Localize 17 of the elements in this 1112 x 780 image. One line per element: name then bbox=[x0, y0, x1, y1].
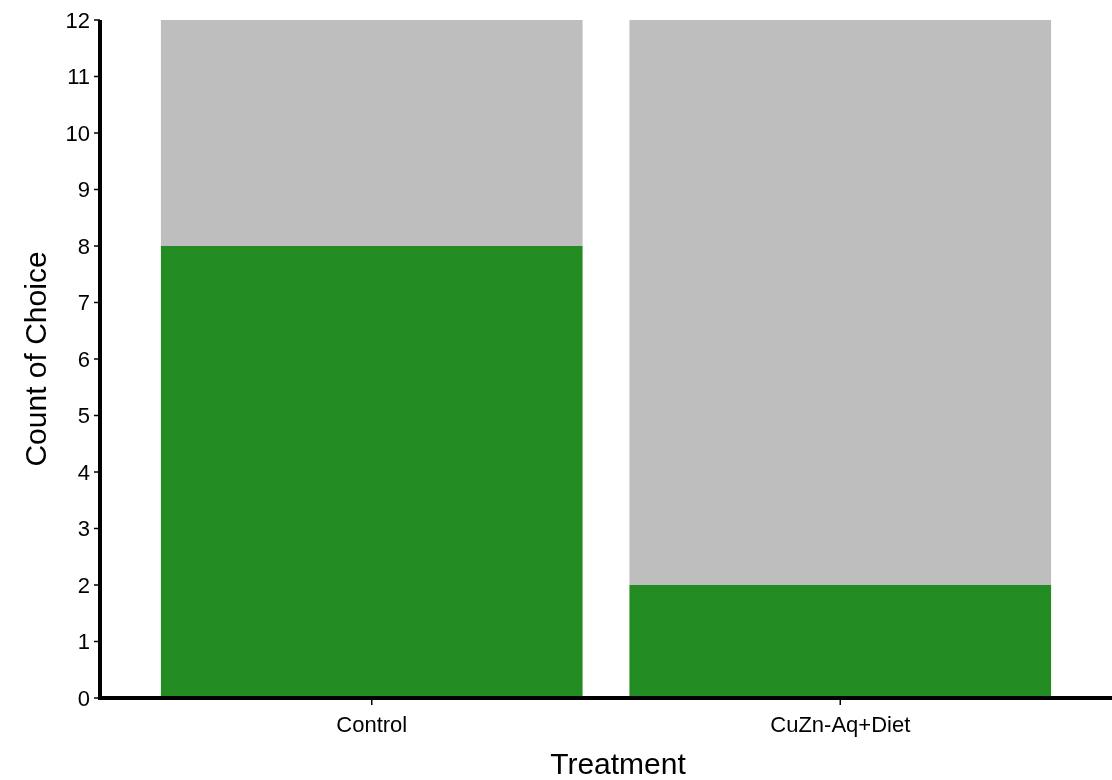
y-tick-label: 4 bbox=[77, 459, 90, 485]
y-tick-label: 7 bbox=[77, 290, 90, 316]
y-tick-label: 2 bbox=[77, 572, 90, 598]
x-axis-title: Treatment bbox=[550, 747, 687, 780]
y-axis-title: Count of Choice bbox=[19, 251, 52, 467]
x-tick-label: Control bbox=[336, 712, 408, 737]
y-tick-label: 9 bbox=[77, 177, 90, 203]
x-tick-label: CuZn-Aq+Diet bbox=[770, 712, 911, 737]
y-tick-label: 3 bbox=[77, 516, 90, 542]
y-tick-label: 10 bbox=[65, 120, 90, 146]
y-tick-label: 12 bbox=[65, 7, 90, 33]
y-tick-label: 5 bbox=[77, 403, 90, 429]
y-tick-label: 11 bbox=[67, 64, 90, 90]
y-tick-label: 8 bbox=[77, 233, 90, 259]
y-tick-label: 6 bbox=[77, 346, 90, 372]
y-tick-label: 1 bbox=[77, 629, 90, 655]
y-tick-label: 0 bbox=[77, 685, 90, 711]
